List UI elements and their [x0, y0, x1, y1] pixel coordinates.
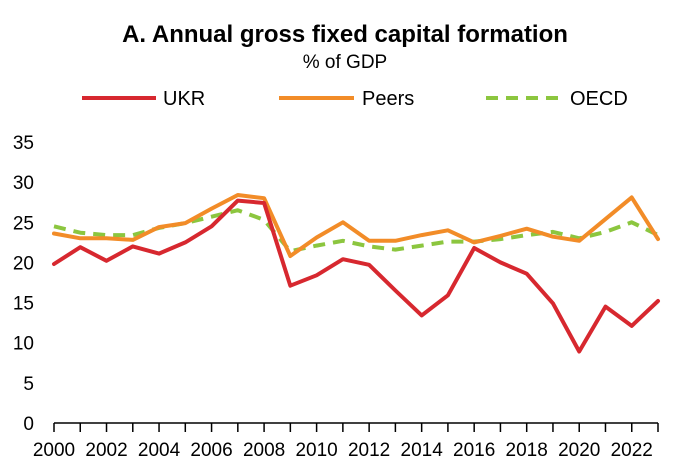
y-tick-label: 35 — [13, 133, 34, 154]
x-tick-label: 2000 — [33, 440, 75, 461]
y-tick-label: 10 — [13, 334, 34, 355]
x-tick-label: 2010 — [295, 440, 337, 461]
y-axis-tick-labels: 0 5 10 15 20 25 30 35 — [13, 133, 34, 435]
x-tick-label: 2004 — [138, 440, 181, 461]
legend: UKR Peers OECD — [82, 88, 628, 110]
legend-label-oecd: OECD — [570, 88, 628, 110]
x-tick-label: 2020 — [558, 440, 600, 461]
legend-label-ukr: UKR — [163, 88, 205, 110]
x-tick-label: 2016 — [453, 440, 495, 461]
x-tick-label: 2008 — [243, 440, 285, 461]
x-tick-label: 2014 — [401, 440, 444, 461]
x-tick-label: 2002 — [85, 440, 127, 461]
legend-label-peers: Peers — [362, 88, 414, 110]
x-axis-ticks: 2000 2002 2004 2006 2008 2010 2012 2014 2016 2018… — [33, 423, 659, 461]
series-lines — [52, 193, 660, 354]
y-tick-label: 0 — [23, 414, 34, 435]
y-tick-label: 20 — [13, 253, 34, 274]
y-tick-label: 5 — [23, 374, 34, 395]
series-line-ukr — [52, 198, 660, 354]
y-tick-label: 15 — [13, 294, 34, 315]
x-tick-label: 2012 — [348, 440, 390, 461]
x-tick-label: 2022 — [611, 440, 653, 461]
y-tick-label: 30 — [13, 173, 34, 194]
chart-subtitle: % of GDP — [303, 52, 387, 73]
y-tick-label: 25 — [13, 213, 34, 234]
x-tick-label: 2018 — [506, 440, 548, 461]
series-line-peers — [52, 193, 660, 258]
chart-title: A. Annual gross fixed capital formation — [122, 21, 568, 48]
x-tick-label: 2006 — [190, 440, 232, 461]
